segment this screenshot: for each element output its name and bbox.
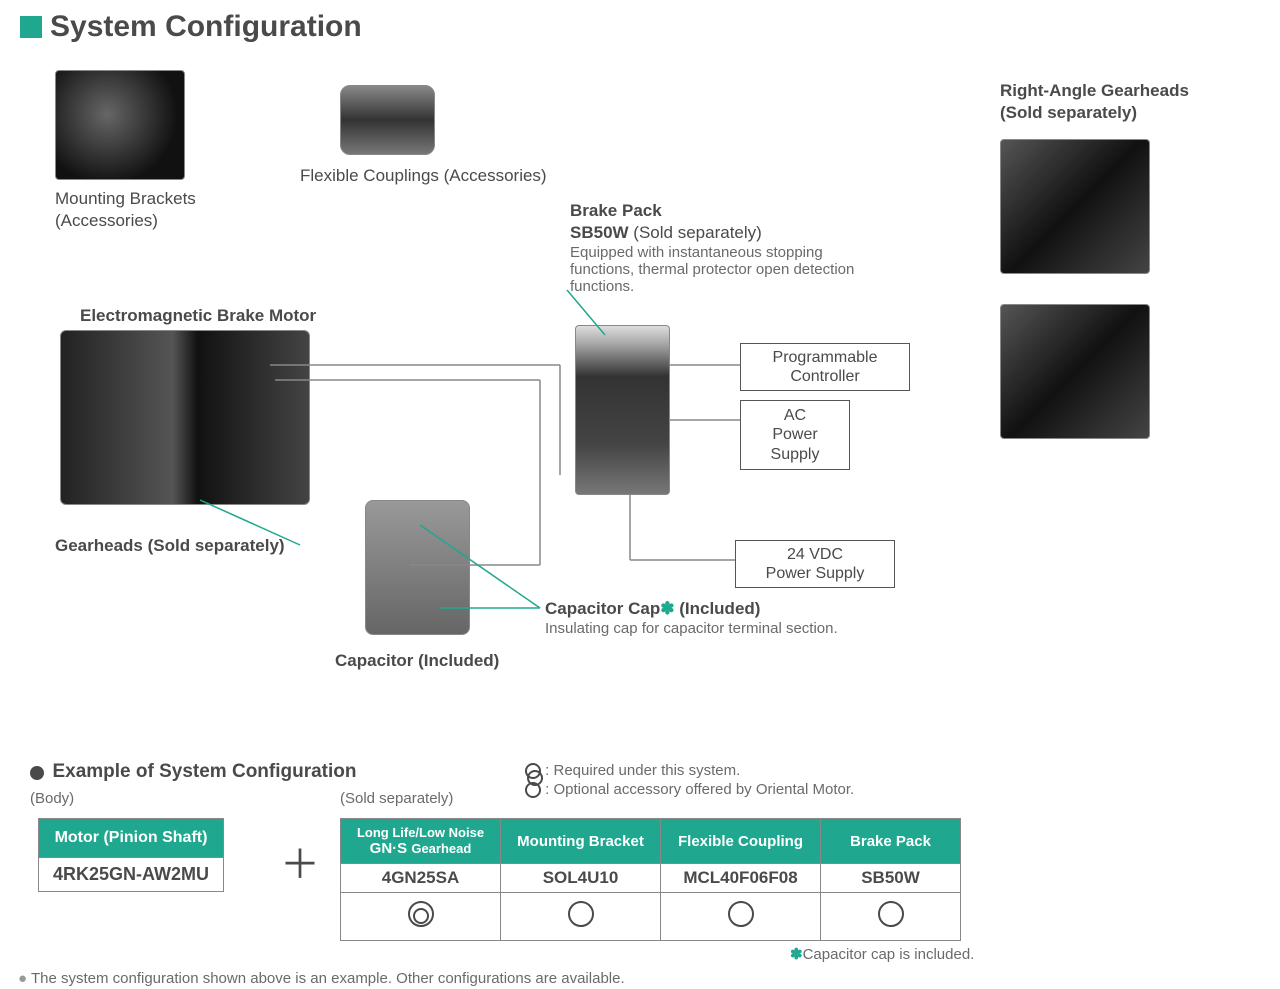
required-icon xyxy=(408,901,434,927)
brake-pack-desc-l1: Equipped with instantaneous stopping xyxy=(570,244,823,261)
table-sym-0 xyxy=(341,893,501,941)
right-angle-block: Right-Angle Gearheads (Sold separately) xyxy=(1000,80,1189,439)
table-header-3: Brake Pack xyxy=(821,819,961,864)
flexible-coupling-image xyxy=(340,85,435,155)
table-header-row: Long Life/Low Noise GN·S Gearhead Mounti… xyxy=(341,819,961,864)
brake-pack-image xyxy=(575,325,670,495)
legend-required-row: : Required under this system. xyxy=(525,762,854,779)
capacitor-image xyxy=(365,500,470,635)
mounting-bracket-block: Mounting Brackets (Accessories) xyxy=(55,70,196,232)
footer-bullet-icon: ● xyxy=(18,970,27,987)
table-sym-1 xyxy=(501,893,661,941)
plus-icon: ＋ xyxy=(280,832,320,890)
config-table: Long Life/Low Noise GN·S Gearhead Mounti… xyxy=(340,818,961,941)
brake-pack-title: Brake Pack xyxy=(570,200,950,222)
optional-icon xyxy=(728,901,754,927)
example-sold-sep-label: (Sold separately) xyxy=(340,790,453,807)
table-header-0: Long Life/Low Noise GN·S Gearhead xyxy=(341,819,501,864)
capacitor-footnote: ✽Capacitor cap is included. xyxy=(790,945,974,963)
mounting-bracket-image xyxy=(55,70,185,180)
table-header-2: Flexible Coupling xyxy=(661,819,821,864)
motor-pinion-header: Motor (Pinion Shaft) xyxy=(38,818,224,858)
programmable-controller-text: Programmable Controller xyxy=(773,348,878,386)
legend-optional-row: : Optional accessory offered by Oriental… xyxy=(525,781,854,798)
right-angle-label-l1: Right-Angle Gearheads xyxy=(1000,81,1189,100)
optional-icon xyxy=(878,901,904,927)
example-body-label: (Body) xyxy=(30,790,74,807)
vdc-power-text: 24 VDC Power Supply xyxy=(766,545,865,583)
table-sym-2 xyxy=(661,893,821,941)
brake-pack-model-line: SB50W (Sold separately) xyxy=(570,222,950,244)
capacitor-cap-desc: Insulating cap for capacitor terminal se… xyxy=(545,620,945,637)
page-title-bar: System Configuration xyxy=(20,10,362,44)
capacitor-cap-title: Capacitor Cap✽ (Included) xyxy=(545,598,945,620)
table-value-1: SOL4U10 xyxy=(501,864,661,893)
page-title: System Configuration xyxy=(50,10,362,44)
legend-block: : Required under this system. : Optional… xyxy=(525,762,854,798)
capacitor-cap-label: Capacitor Cap xyxy=(545,599,660,618)
bullet-icon xyxy=(30,766,44,780)
flexible-coupling-block xyxy=(340,85,435,155)
flexible-coupling-label: Flexible Couplings (Accessories) xyxy=(300,165,547,187)
brake-pack-desc-l2: functions, thermal protector open detect… xyxy=(570,261,854,278)
capacitor-block xyxy=(365,500,470,635)
capacitor-cap-block: Capacitor Cap✽ (Included) Insulating cap… xyxy=(545,598,945,637)
single-circle-icon xyxy=(525,782,541,798)
brake-pack-desc-l3: functions. xyxy=(570,278,634,295)
legend-optional-text: : Optional accessory offered by Oriental… xyxy=(545,781,854,798)
table-value-2: MCL40F06F08 xyxy=(661,864,821,893)
ac-power-box: AC Power Supply xyxy=(740,400,850,470)
table-value-row: 4GN25SA SOL4U10 MCL40F06F08 SB50W xyxy=(341,864,961,893)
brake-pack-model: SB50W xyxy=(570,223,629,242)
footer-note: ● The system configuration shown above i… xyxy=(18,970,625,987)
right-angle-label-l2: (Sold separately) xyxy=(1000,103,1137,122)
table-symbol-row xyxy=(341,893,961,941)
programmable-controller-box: Programmable Controller xyxy=(740,343,910,391)
capacitor-cap-included: (Included) xyxy=(675,599,761,618)
footer-note-text: The system configuration shown above is … xyxy=(31,970,625,987)
brake-pack-text: Brake Pack SB50W (Sold separately) Equip… xyxy=(570,200,950,295)
motor-image xyxy=(60,330,310,505)
example-heading: Example of System Configuration xyxy=(52,761,356,782)
mounting-bracket-label: Mounting Brackets (Accessories) xyxy=(55,188,196,232)
motor-block xyxy=(60,330,310,505)
table-sym-3 xyxy=(821,893,961,941)
brake-pack-device xyxy=(575,325,670,495)
example-heading-row: Example of System Configuration xyxy=(30,760,357,785)
motor-label: Electromagnetic Brake Motor xyxy=(80,305,316,327)
motor-pinion-box: Motor (Pinion Shaft) 4RK25GN-AW2MU xyxy=(38,818,224,892)
th0-l2: GN·S Gearhead xyxy=(351,840,490,857)
legend-required-text: : Required under this system. xyxy=(545,762,740,779)
optional-icon xyxy=(568,901,594,927)
table-value-0: 4GN25SA xyxy=(341,864,501,893)
th0-l1: Long Life/Low Noise xyxy=(351,825,490,840)
mounting-bracket-label-l2: (Accessories) xyxy=(55,211,158,230)
capacitor-cap-asterisk: ✽ xyxy=(660,599,674,618)
title-square-icon xyxy=(20,16,42,38)
right-angle-image-2 xyxy=(1000,304,1150,439)
double-circle-icon xyxy=(525,763,541,779)
table-header-1: Mounting Bracket xyxy=(501,819,661,864)
capacitor-label: Capacitor (Included) xyxy=(335,650,499,672)
ac-power-text: AC Power Supply xyxy=(771,406,820,464)
brake-pack-desc: Equipped with instantaneous stopping fun… xyxy=(570,244,950,295)
right-angle-label: Right-Angle Gearheads (Sold separately) xyxy=(1000,80,1189,124)
brake-pack-sold: (Sold separately) xyxy=(629,223,762,242)
gearheads-label: Gearheads (Sold separately) xyxy=(55,535,285,557)
table-value-3: SB50W xyxy=(821,864,961,893)
vdc-power-box: 24 VDC Power Supply xyxy=(735,540,895,588)
mounting-bracket-label-l1: Mounting Brackets xyxy=(55,189,196,208)
right-angle-image-1 xyxy=(1000,139,1150,274)
motor-pinion-value: 4RK25GN-AW2MU xyxy=(38,858,224,892)
